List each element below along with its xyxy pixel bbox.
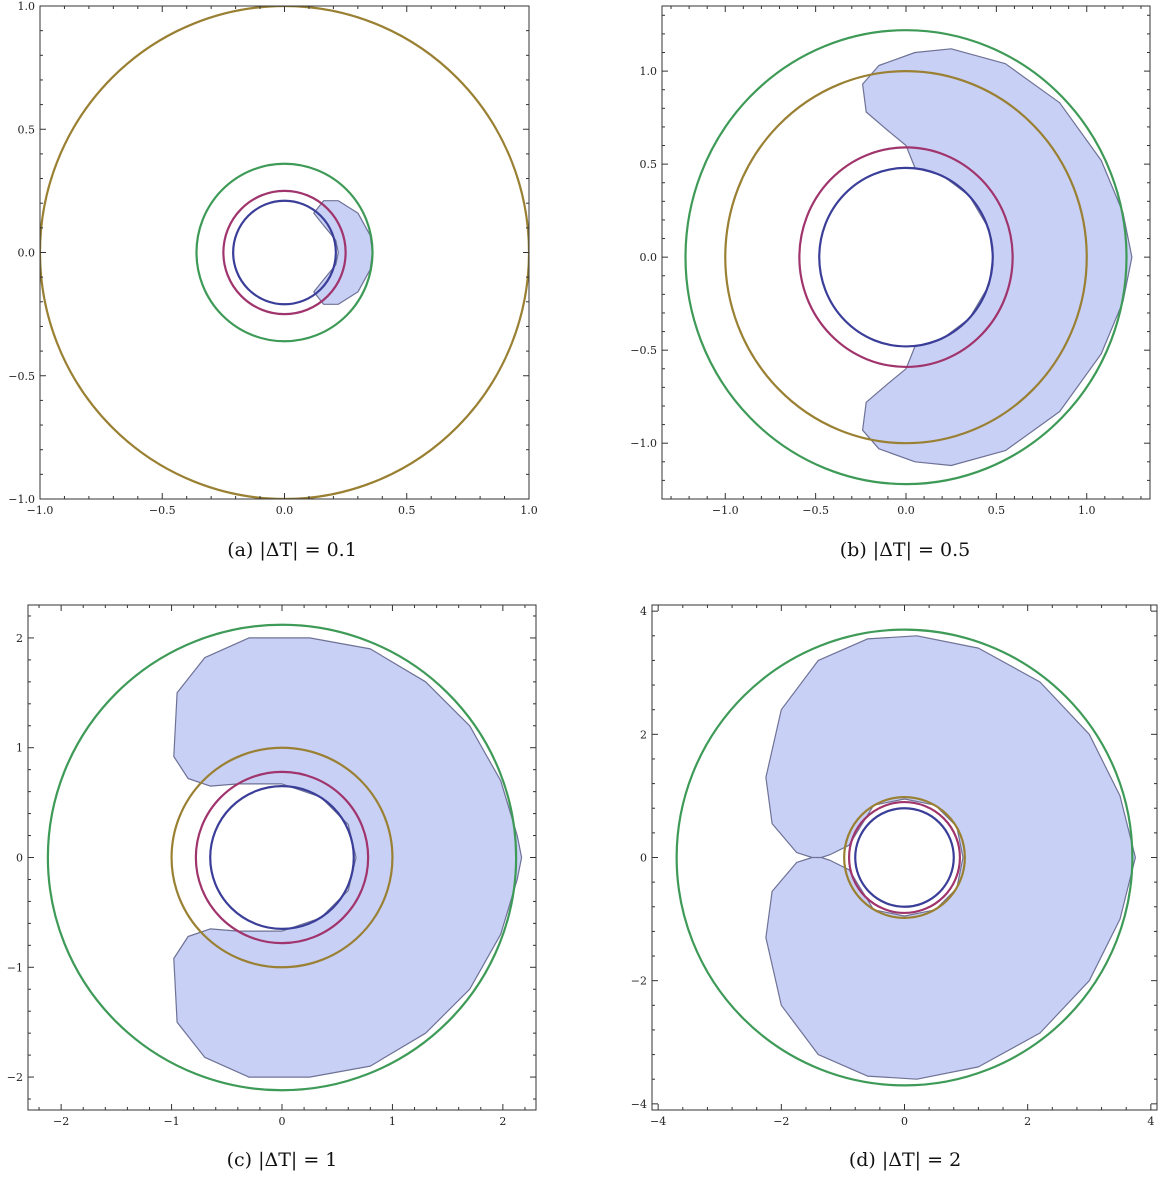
y-tick-label: −4 [631,1098,647,1111]
shaded-region [765,635,1136,1080]
y-tick-label: −1.0 [8,493,35,506]
x-tick-label: 4 [1147,1115,1154,1128]
panel-caption: (a) |ΔT| = 0.1 [227,539,357,561]
x-tick-label: −4 [650,1115,666,1128]
green-circle [46,623,518,1092]
shaded-region [862,48,1133,467]
x-tick-label: 0 [279,1115,286,1128]
plot-area [46,623,523,1092]
x-tick-label: 2 [499,1115,506,1128]
y-tick-label: −2 [7,1071,23,1084]
y-tick-label: 2 [16,632,23,645]
panel-2: −1.0 −0.5 0.0 0.5 1.0 −1.0 −0.5 0.0 0.5 1.0 (b) |Δ… [630,5,1151,561]
y-tick-label: −1 [7,961,23,974]
x-tick-label: −1.0 [27,504,54,517]
x-tick-label: 0.0 [897,504,915,517]
blue-circle [209,785,355,930]
olive-circle [40,6,529,499]
olive-circle [843,796,966,919]
y-tick-label: 1 [16,742,23,755]
green-circle [675,628,1134,1087]
plot-area [40,6,529,499]
x-tick-label: −2 [53,1115,69,1128]
x-tick-label: −2 [773,1115,789,1128]
blue-circle [854,807,955,908]
y-tick-label: 0 [16,852,23,865]
panel-caption: (c) |ΔT| = 1 [227,1149,338,1171]
y-tick-label: −2 [631,975,647,988]
plot-area [684,29,1133,486]
x-tick-label: 1.0 [520,504,538,517]
x-tick-label: −1.0 [712,504,739,517]
shaded-region [173,637,523,1078]
magenta-circle [847,800,962,915]
blue-circle [818,166,994,348]
panel-caption: (b) |ΔT| = 0.5 [840,539,970,561]
y-tick-label: 0.5 [640,158,658,171]
x-tick-label: 1 [389,1115,396,1128]
y-tick-label: −0.5 [630,344,657,357]
y-tick-label: 0.0 [640,251,658,264]
x-tick-label: −1 [163,1115,179,1128]
y-tick-label: 1.0 [640,65,658,78]
x-tick-label: −0.5 [802,504,829,517]
x-tick-label: 0 [901,1115,908,1128]
panel-1: −1.0 −0.5 0.0 0.5 1.0 −1.0 −0.5 0.0 0.5 1.0 (a) |Δ… [8,0,537,561]
olive-circle [170,746,394,969]
green-circle [195,162,374,343]
panel-4: −4 −2 0 2 4 −4 −2 0 2 4 (d) |ΔT| = 2 [631,604,1158,1171]
y-tick-label: 4 [640,605,647,618]
magenta-circle [194,770,370,945]
x-tick-label: −0.5 [149,504,176,517]
panel-3: −2 −1 0 1 2 −2 −1 0 1 2 (c) |ΔT| = 1 [7,604,537,1171]
blue-circle [232,199,337,306]
x-tick-label: 2 [1024,1115,1031,1128]
x-tick-label: 0.5 [398,504,416,517]
y-tick-label: 0.0 [18,247,36,260]
plot-area [675,628,1136,1087]
y-tick-label: 0.5 [18,123,36,136]
x-tick-label: 0.0 [276,504,294,517]
plot-frame [39,5,530,500]
y-tick-label: 1.0 [18,0,36,13]
green-circle [684,29,1128,486]
panel-caption: (d) |ΔT| = 2 [849,1149,961,1171]
x-tick-label: 1.0 [1078,504,1096,517]
olive-circle [724,70,1088,445]
x-tick-label: 0.5 [988,504,1006,517]
magenta-circle [798,146,1014,369]
y-tick-label: −0.5 [8,370,35,383]
y-tick-label: 2 [640,728,647,741]
y-tick-label: 0 [640,852,647,865]
y-tick-label: −1.0 [630,437,657,450]
magenta-circle [222,189,347,316]
